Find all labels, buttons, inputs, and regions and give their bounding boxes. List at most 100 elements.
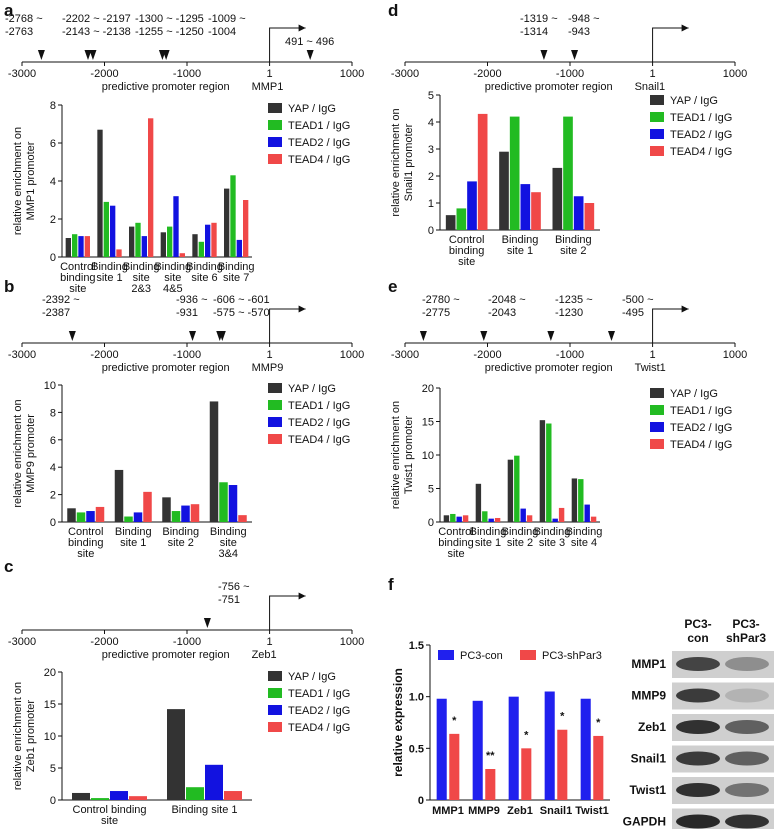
y-tick-label: 0	[50, 517, 56, 529]
bar	[143, 491, 152, 522]
promoter-tick-label: -2000	[473, 68, 501, 80]
y-tick-label: 1.0	[409, 692, 424, 704]
legend-swatch	[650, 439, 664, 449]
bar	[114, 469, 124, 522]
promoter-tick-label: -3000	[391, 68, 419, 80]
bar	[186, 787, 204, 800]
legend-label: TEAD2 / IgG	[288, 137, 350, 149]
x-tick-label-line: site	[220, 537, 237, 549]
y-tick-label: 2	[50, 214, 56, 226]
site-label: -2387	[42, 307, 70, 319]
bar	[508, 696, 519, 800]
y-axis-label: Zeb1 promoter	[25, 700, 37, 772]
site-marker	[607, 331, 615, 341]
promoter-tick-label: 1	[267, 636, 273, 648]
x-tick-label: Binding site 2	[162, 526, 199, 549]
site-label: -931	[176, 307, 198, 319]
tss-arrowhead	[298, 24, 306, 32]
gene-name: Snail1	[635, 81, 666, 93]
significance-label: *	[524, 729, 529, 741]
bar	[129, 226, 135, 257]
y-axis-label: relative enrichment on	[390, 401, 402, 509]
y-tick-label: 10	[44, 731, 56, 743]
legend-swatch	[268, 137, 282, 147]
y-tick-label: 0	[50, 252, 56, 264]
x-tick-label-line: site 1	[120, 537, 146, 549]
site-label: -2043	[488, 307, 516, 319]
site-marker	[89, 50, 97, 60]
x-tick-label-line: Binding	[162, 526, 199, 538]
y-axis-label: relative enrichment on	[12, 682, 24, 790]
panel-letter: d	[388, 1, 398, 20]
y-axis-label: relative enrichment on	[390, 108, 402, 216]
site-label: -2048 ~	[488, 294, 526, 306]
bar	[450, 513, 456, 522]
x-tick-label-line: 3&4	[218, 548, 238, 560]
x-tick-label: MMP1	[432, 805, 464, 817]
legend-swatch	[268, 434, 282, 444]
x-tick-label-line: site 2	[168, 537, 194, 549]
legend-swatch	[650, 146, 664, 156]
x-tick-label-line: Binding	[502, 526, 539, 538]
site-label: -2768 ~	[5, 13, 43, 25]
site-label: -575 ~ -570	[213, 307, 270, 319]
x-tick-label: Binding site 1	[171, 804, 237, 816]
promoter-tick-label: -1000	[173, 68, 201, 80]
x-tick-label: Binding site 2&3	[123, 261, 160, 295]
y-tick-label: 20	[44, 667, 56, 679]
bar	[475, 483, 482, 522]
legend-swatch	[268, 705, 282, 715]
blot-column-label: shPar3	[726, 631, 766, 645]
bar	[171, 511, 181, 522]
site-label: -948 ~	[568, 13, 600, 25]
legend-label: YAP / IgG	[670, 388, 718, 400]
legend-label: TEAD4 / IgG	[288, 722, 350, 734]
promoter-tick-label: -2000	[90, 636, 118, 648]
x-tick-label-line: site 1	[507, 245, 533, 257]
legend-label: PC3-shPar3	[542, 650, 602, 662]
bar	[509, 116, 520, 230]
y-tick-label: 15	[422, 417, 434, 429]
y-tick-label: 2	[428, 171, 434, 183]
bar	[514, 455, 520, 522]
bar	[205, 764, 223, 800]
x-tick-label-line: site	[447, 548, 464, 560]
blot-column-label: PC3-	[684, 617, 711, 631]
x-tick-label-line: site	[133, 272, 150, 284]
y-axis-label: Snail1 promoter	[403, 123, 415, 201]
y-tick-label: 20	[422, 383, 434, 395]
promoter-tick-label: 1000	[723, 349, 747, 361]
legend-swatch	[268, 417, 282, 427]
bar	[526, 515, 533, 522]
y-axis-label: relative expression	[391, 668, 405, 777]
bar	[449, 733, 460, 800]
bar	[219, 482, 228, 522]
x-tick-label-line: site 4	[571, 537, 597, 549]
site-marker	[37, 50, 45, 60]
promoter-tick-label: 1	[267, 68, 273, 80]
bar	[190, 504, 200, 522]
y-tick-label: 0	[428, 517, 434, 529]
blot-band	[676, 657, 720, 671]
panel-letter: f	[388, 575, 394, 594]
bar	[110, 791, 128, 800]
blot-row-label: GAPDH	[623, 815, 666, 829]
site-marker	[203, 618, 211, 628]
bar	[72, 792, 90, 800]
site-marker	[419, 331, 427, 341]
x-tick-label-line: Binding	[502, 234, 539, 246]
x-tick-label-line: site	[101, 815, 118, 827]
legend-swatch	[268, 671, 282, 681]
legend-label: TEAD4 / IgG	[670, 439, 732, 451]
legend-label: YAP / IgG	[670, 95, 718, 107]
significance-label: **	[486, 750, 495, 762]
bar	[436, 698, 447, 800]
legend-swatch	[268, 722, 282, 732]
site-label: -1314	[520, 26, 548, 38]
x-tick-label: Control binding site	[449, 234, 484, 268]
blot-band	[676, 751, 720, 766]
x-tick-label: Zeb1	[507, 805, 533, 817]
gene-name: Zeb1	[252, 649, 277, 661]
bar	[485, 769, 496, 800]
y-tick-label: 5	[428, 90, 434, 102]
